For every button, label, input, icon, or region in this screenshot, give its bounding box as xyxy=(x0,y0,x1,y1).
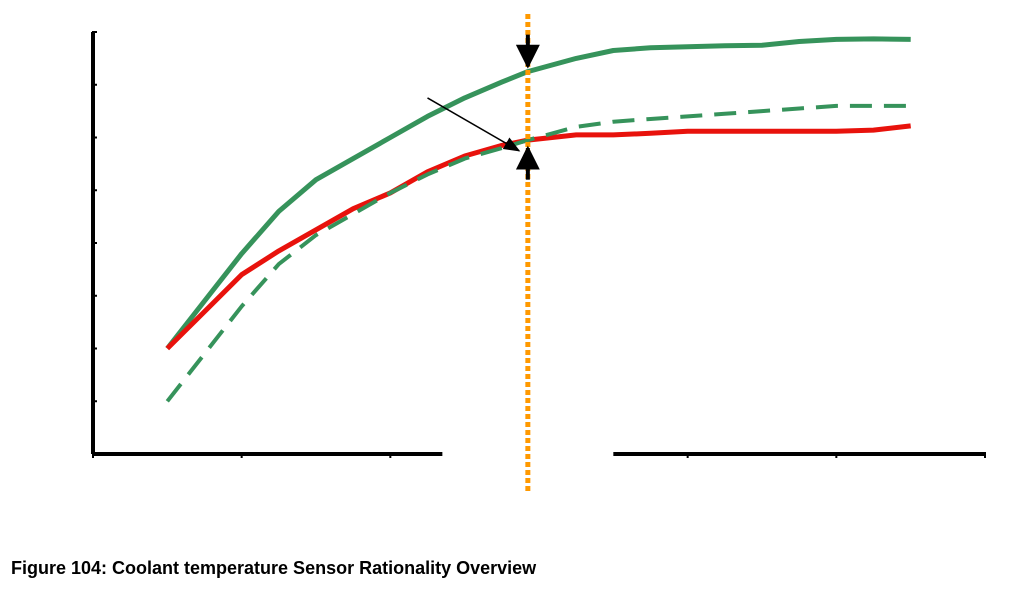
figure-caption: Figure 104: Coolant temperature Sensor R… xyxy=(11,558,537,578)
pointer-arrow-icon xyxy=(427,97,521,152)
series-line-upper xyxy=(165,36,911,351)
series-line-lower xyxy=(165,103,911,403)
series-line-measured xyxy=(165,123,911,351)
series-group xyxy=(165,36,911,403)
axes xyxy=(91,31,986,458)
annotation-group xyxy=(427,14,540,494)
